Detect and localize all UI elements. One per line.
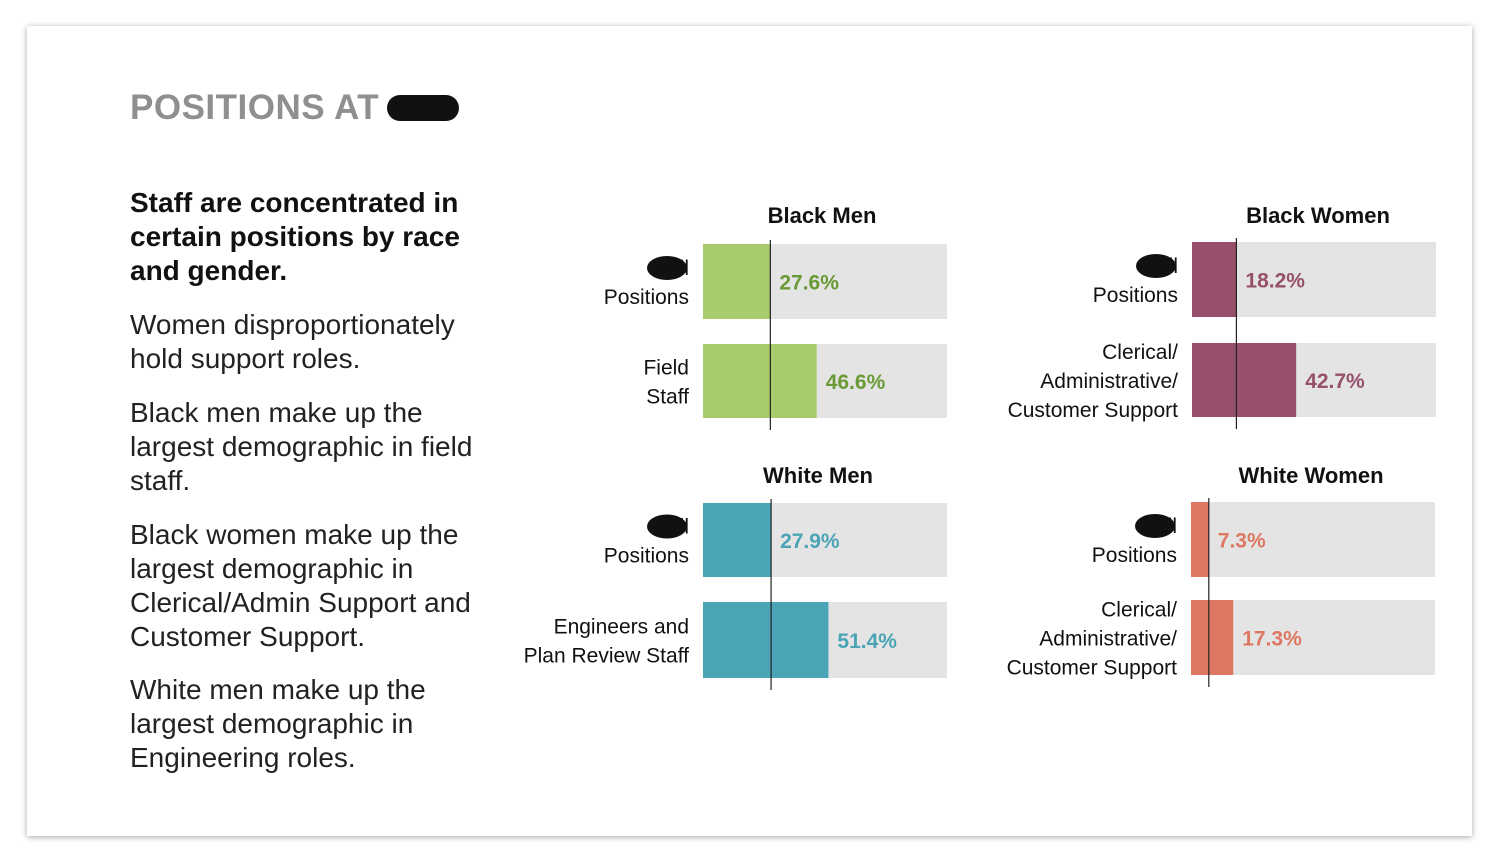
redaction-mark xyxy=(387,95,460,121)
data-label: 17.3% xyxy=(1242,628,1302,651)
data-label: 18.2% xyxy=(1245,270,1305,293)
redaction-mark xyxy=(1135,514,1175,538)
bar xyxy=(703,344,817,418)
data-label: 42.7% xyxy=(1305,370,1365,393)
category-label: Positions xyxy=(1092,544,1177,567)
category-label: Administrative/ xyxy=(1040,370,1178,393)
category-label: Field xyxy=(643,357,689,380)
category-label: Positions xyxy=(1093,284,1178,307)
bar xyxy=(1192,242,1237,317)
category-label: Administrative/ xyxy=(1039,628,1177,651)
bar-background xyxy=(1191,502,1435,577)
data-label: 46.6% xyxy=(826,371,886,394)
category-label: Customer Support xyxy=(1008,399,1179,422)
lead-statement: Staff are concentrated in certain positi… xyxy=(130,187,460,286)
category-label: Staff xyxy=(646,386,689,409)
data-label: 27.9% xyxy=(780,530,840,553)
panel-title: Black Men xyxy=(768,203,877,228)
finding-paragraph: Women disproportionately hold support ro… xyxy=(130,309,455,374)
page-title: POSITIONS AT xyxy=(130,88,460,128)
panel-title: White Men xyxy=(763,463,873,488)
bar xyxy=(703,602,829,678)
bar xyxy=(1191,600,1234,675)
bar xyxy=(1192,343,1297,417)
data-label: 7.3% xyxy=(1218,530,1266,553)
category-label: Positions xyxy=(604,545,689,568)
category-label: Customer Support xyxy=(1007,657,1178,680)
bar xyxy=(703,503,772,577)
redaction-mark xyxy=(647,514,687,539)
category-label: Positions xyxy=(604,286,689,309)
bar xyxy=(1191,502,1209,577)
category-label: Clerical/ xyxy=(1101,599,1177,622)
category-label: Clerical/ xyxy=(1102,341,1178,364)
panel-title: Black Women xyxy=(1246,203,1390,228)
bar xyxy=(703,244,771,319)
category-label: Engineers and xyxy=(554,616,689,639)
redaction-mark xyxy=(1136,254,1176,278)
data-label: 51.4% xyxy=(837,630,897,653)
slide: POSITIONS AT Staff are concentrated in c… xyxy=(27,26,1472,836)
finding-paragraph: White men make up the largest demographi… xyxy=(130,674,426,773)
finding-paragraph: Black men make up the largest demographi… xyxy=(130,397,473,496)
page-title-text: POSITIONS AT xyxy=(130,88,380,127)
finding-paragraph: Black women make up the largest demograp… xyxy=(130,519,471,652)
panel-title: White Women xyxy=(1238,463,1383,488)
category-label: Plan Review Staff xyxy=(524,645,690,668)
redaction-mark xyxy=(647,256,687,280)
data-label: 27.6% xyxy=(779,272,839,295)
